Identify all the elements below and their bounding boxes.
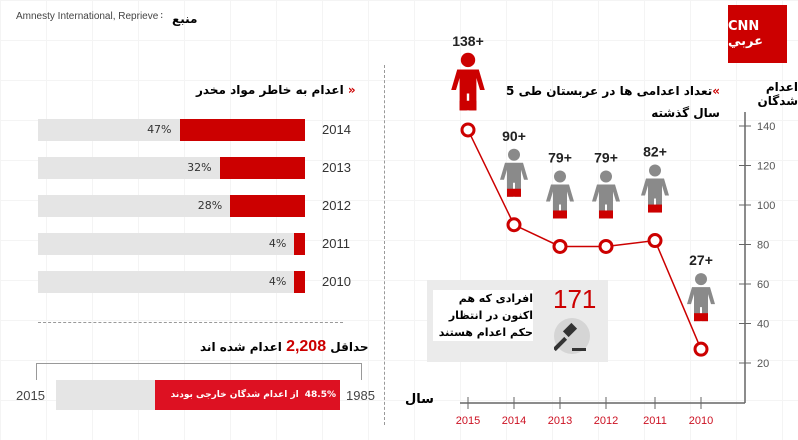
separator: : [160, 10, 164, 21]
person-figure-icon [641, 164, 669, 213]
value-label: 138+ [452, 33, 484, 49]
total-number: 2,208 [286, 338, 327, 355]
series-line [467, 129, 702, 350]
drug-bar-percent: 4% [268, 237, 287, 250]
y-tick-label: 60 [757, 279, 769, 291]
drug-bar-year: 2014 [322, 122, 351, 137]
value-label: 79+ [594, 149, 618, 165]
y-tick-label: 80 [757, 240, 769, 252]
drug-bar-year: 2010 [322, 274, 351, 289]
data-point [506, 217, 522, 233]
gavel-icon [554, 318, 590, 354]
drug-bar-2014: 47% [38, 119, 305, 141]
y-tick-label: 20 [757, 358, 769, 370]
data-point [460, 122, 476, 138]
drug-bar-fill [219, 157, 305, 179]
person-figure-icon [451, 52, 485, 111]
data-point [693, 341, 709, 357]
data-point [647, 233, 663, 249]
drug-bar-year: 2011 [322, 236, 350, 251]
foreign-bar: از اعدام شدگان خارجی بودند 48.5% [56, 380, 340, 410]
drug-chart-title: « اعدام به خاطر مواد مخدر [196, 83, 356, 97]
y-tick-label: 140 [757, 121, 775, 133]
divider-vertical [384, 65, 385, 425]
chevron-icon: » [712, 84, 720, 98]
drug-bar-2011: 4% [38, 233, 305, 255]
total-executions: حداقل 2,208 اعدام شده اند [200, 338, 369, 356]
x-axis-label: سال [405, 392, 434, 407]
death-row-text: افرادی که هم اکنون در انتظار حکم اعدام ه… [433, 290, 533, 341]
start-year: 2015 [16, 388, 45, 403]
cnn-arabic-logo: CNN عربي [728, 5, 787, 63]
drug-bar-2013: 32% [38, 157, 305, 179]
value-label: 79+ [548, 149, 572, 165]
drug-bar-year: 2013 [322, 160, 351, 175]
person-figure-icon [592, 170, 620, 219]
person-figure-icon [546, 170, 574, 219]
divider [38, 322, 343, 323]
line-chart-title: »تعداد اعدامی ها در عربستان طی 5 سال گذش… [500, 80, 720, 124]
timeline-bracket [36, 363, 362, 380]
death-row-number: 171 [553, 284, 597, 314]
value-label: 82+ [643, 144, 667, 160]
drug-bar-2010: 4% [38, 271, 305, 293]
source-text: Amnesty International, Reprieve [16, 11, 159, 22]
y-tick-label: 100 [757, 200, 775, 212]
line-chart-title-text: تعداد اعدامی ها در عربستان طی 5 سال گذشت… [506, 84, 720, 120]
value-label: 90+ [502, 128, 526, 144]
x-tick-label: 2011 [643, 415, 667, 427]
drug-bar-fill [294, 233, 305, 255]
person-figure-icon [687, 273, 715, 322]
foreign-text: از اعدام شدگان خارجی بودند [170, 390, 299, 400]
total-prefix: حداقل [330, 340, 369, 354]
x-tick-label: 2013 [548, 415, 572, 427]
person-figure-icon [500, 148, 528, 197]
source-label: منبع [172, 12, 198, 26]
data-point [552, 238, 568, 254]
x-tick-label: 2014 [502, 415, 526, 427]
drug-bar-percent: 32% [187, 161, 212, 174]
x-tick-label: 2010 [689, 415, 713, 427]
drug-chart-title-text: اعدام به خاطر مواد مخدر [196, 83, 344, 97]
foreign-percent: 48.5% [304, 390, 336, 400]
drug-bar-percent: 28% [197, 199, 223, 212]
drug-bar-fill [230, 195, 305, 217]
end-year: 1985 [346, 388, 375, 403]
drug-bar-fill [294, 271, 305, 293]
drug-bar-2012: 28% [38, 195, 305, 217]
drug-bar-percent: 4% [268, 275, 287, 288]
y-tick-label: 40 [757, 319, 769, 331]
data-point [598, 238, 614, 254]
y-axis-label: اعدام شدگان [757, 80, 798, 108]
value-label: 27+ [689, 252, 713, 268]
x-tick-label: 2015 [456, 415, 480, 427]
drug-bar-fill [179, 119, 305, 141]
chevron-icon: « [347, 83, 356, 97]
foreign-bar-fill: از اعدام شدگان خارجی بودند 48.5% [155, 380, 340, 410]
y-tick-label: 120 [757, 161, 775, 173]
total-suffix: اعدام شده اند [200, 340, 282, 354]
x-tick-label: 2012 [594, 415, 618, 427]
drug-bar-percent: 47% [147, 123, 172, 136]
drug-bar-year: 2012 [322, 198, 351, 213]
